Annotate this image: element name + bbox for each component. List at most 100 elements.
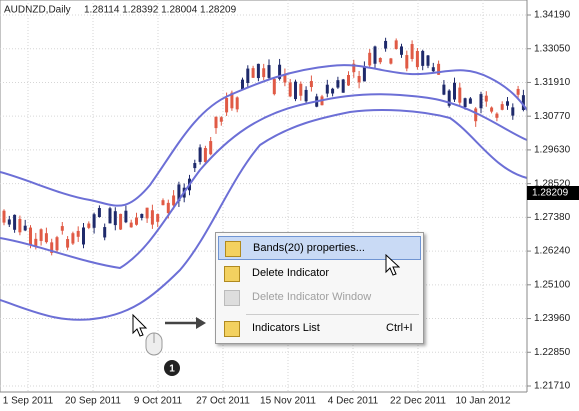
candle xyxy=(214,116,218,129)
candle xyxy=(124,210,128,223)
menu-item: Delete Indicator Window xyxy=(218,286,419,308)
candle xyxy=(357,75,361,83)
candle xyxy=(108,208,112,224)
price-label: 1.28520 xyxy=(534,178,571,189)
candle xyxy=(500,104,504,110)
candle xyxy=(405,55,409,69)
candle xyxy=(113,211,117,226)
price-label: 1.34190 xyxy=(534,10,571,21)
candle xyxy=(60,226,64,231)
candle xyxy=(294,81,297,100)
candle xyxy=(272,78,276,95)
price-label: 1.21710 xyxy=(534,381,571,392)
candle xyxy=(193,163,197,169)
candle xyxy=(484,95,488,102)
price-label: 1.27380 xyxy=(534,212,571,223)
price-label: 1.23960 xyxy=(534,313,571,324)
menu-label: Indicators List xyxy=(252,322,320,334)
candle xyxy=(341,79,345,93)
candle xyxy=(55,237,59,251)
candle xyxy=(474,108,478,122)
candle xyxy=(71,233,75,244)
candle xyxy=(463,98,467,108)
price-label: 1.31910 xyxy=(534,77,571,88)
candle xyxy=(347,75,350,86)
candle xyxy=(511,107,515,116)
context-menu: Bands(20) properties... Delete Indicator… xyxy=(215,232,424,344)
candle xyxy=(103,227,107,238)
cursor xyxy=(385,254,400,276)
price-axis xyxy=(527,0,579,411)
candle xyxy=(2,210,6,223)
candle xyxy=(352,63,356,73)
candle xyxy=(76,230,80,237)
candle xyxy=(415,50,419,68)
date-label: 9 Oct 2011 xyxy=(134,396,183,407)
candle xyxy=(203,148,207,163)
current-price: 1.28209 xyxy=(532,188,569,199)
candle xyxy=(410,44,414,59)
candle xyxy=(161,200,165,206)
candle xyxy=(251,68,255,78)
upper-band xyxy=(0,64,528,207)
candle xyxy=(23,225,27,231)
candle xyxy=(458,87,462,103)
date-label: 4 Dec 2011 xyxy=(328,396,379,407)
candle xyxy=(119,213,123,230)
candle xyxy=(156,214,160,222)
candle xyxy=(246,68,250,83)
candle xyxy=(453,82,456,100)
date-labels: 1 Sep 2011 20 Sep 2011 9 Oct 2011 27 Oct 20… xyxy=(3,396,511,407)
price-label: 1.25100 xyxy=(534,279,571,290)
candle xyxy=(373,46,377,64)
candle xyxy=(325,84,329,94)
cursor xyxy=(132,313,148,337)
candle xyxy=(135,217,138,225)
price-label: 1.22850 xyxy=(534,347,571,358)
candle xyxy=(262,68,266,78)
candle xyxy=(521,95,525,110)
candle xyxy=(267,65,271,78)
candle xyxy=(378,58,382,63)
candle xyxy=(29,227,32,245)
candle xyxy=(87,223,91,228)
candle xyxy=(97,208,101,218)
candle xyxy=(288,82,292,97)
candles xyxy=(2,37,525,256)
candle xyxy=(235,97,239,110)
menu-label: Bands(20) properties... xyxy=(253,242,365,254)
menu-item[interactable]: Indicators List Ctrl+I xyxy=(218,317,419,339)
menu-item[interactable]: Bands(20) properties... xyxy=(218,236,421,260)
menu-label: Delete Indicator Window xyxy=(252,291,372,303)
menu-label: Delete Indicator xyxy=(252,267,330,279)
candle xyxy=(426,55,430,66)
mouse-icon xyxy=(145,332,163,356)
badge xyxy=(164,360,180,376)
candle xyxy=(92,214,96,228)
date-label: 1 Sep 2011 xyxy=(3,396,54,407)
candle xyxy=(304,89,308,102)
date-label: 15 Nov 2011 xyxy=(260,396,316,407)
candle xyxy=(172,195,176,206)
current-price-box xyxy=(527,186,579,200)
candle xyxy=(368,52,372,66)
menu-item[interactable]: Delete Indicator xyxy=(218,262,419,284)
price-label: 1.30770 xyxy=(534,111,571,122)
lower-band xyxy=(0,109,528,321)
quote: 1.28114 1.28392 1.28004 1.28209 xyxy=(84,5,237,16)
candle xyxy=(13,214,17,230)
candle xyxy=(468,98,472,104)
middle-band xyxy=(0,93,528,270)
menu-shortcut: Ctrl+I xyxy=(386,322,413,334)
candle xyxy=(516,88,520,95)
candle xyxy=(447,90,451,106)
symbol: AUDNZD,Daily xyxy=(4,5,71,16)
candle xyxy=(309,81,313,88)
candle xyxy=(166,202,170,214)
grid xyxy=(0,0,527,392)
candle xyxy=(140,213,144,218)
candle xyxy=(150,210,154,225)
candle xyxy=(384,40,388,49)
candle xyxy=(336,80,340,88)
